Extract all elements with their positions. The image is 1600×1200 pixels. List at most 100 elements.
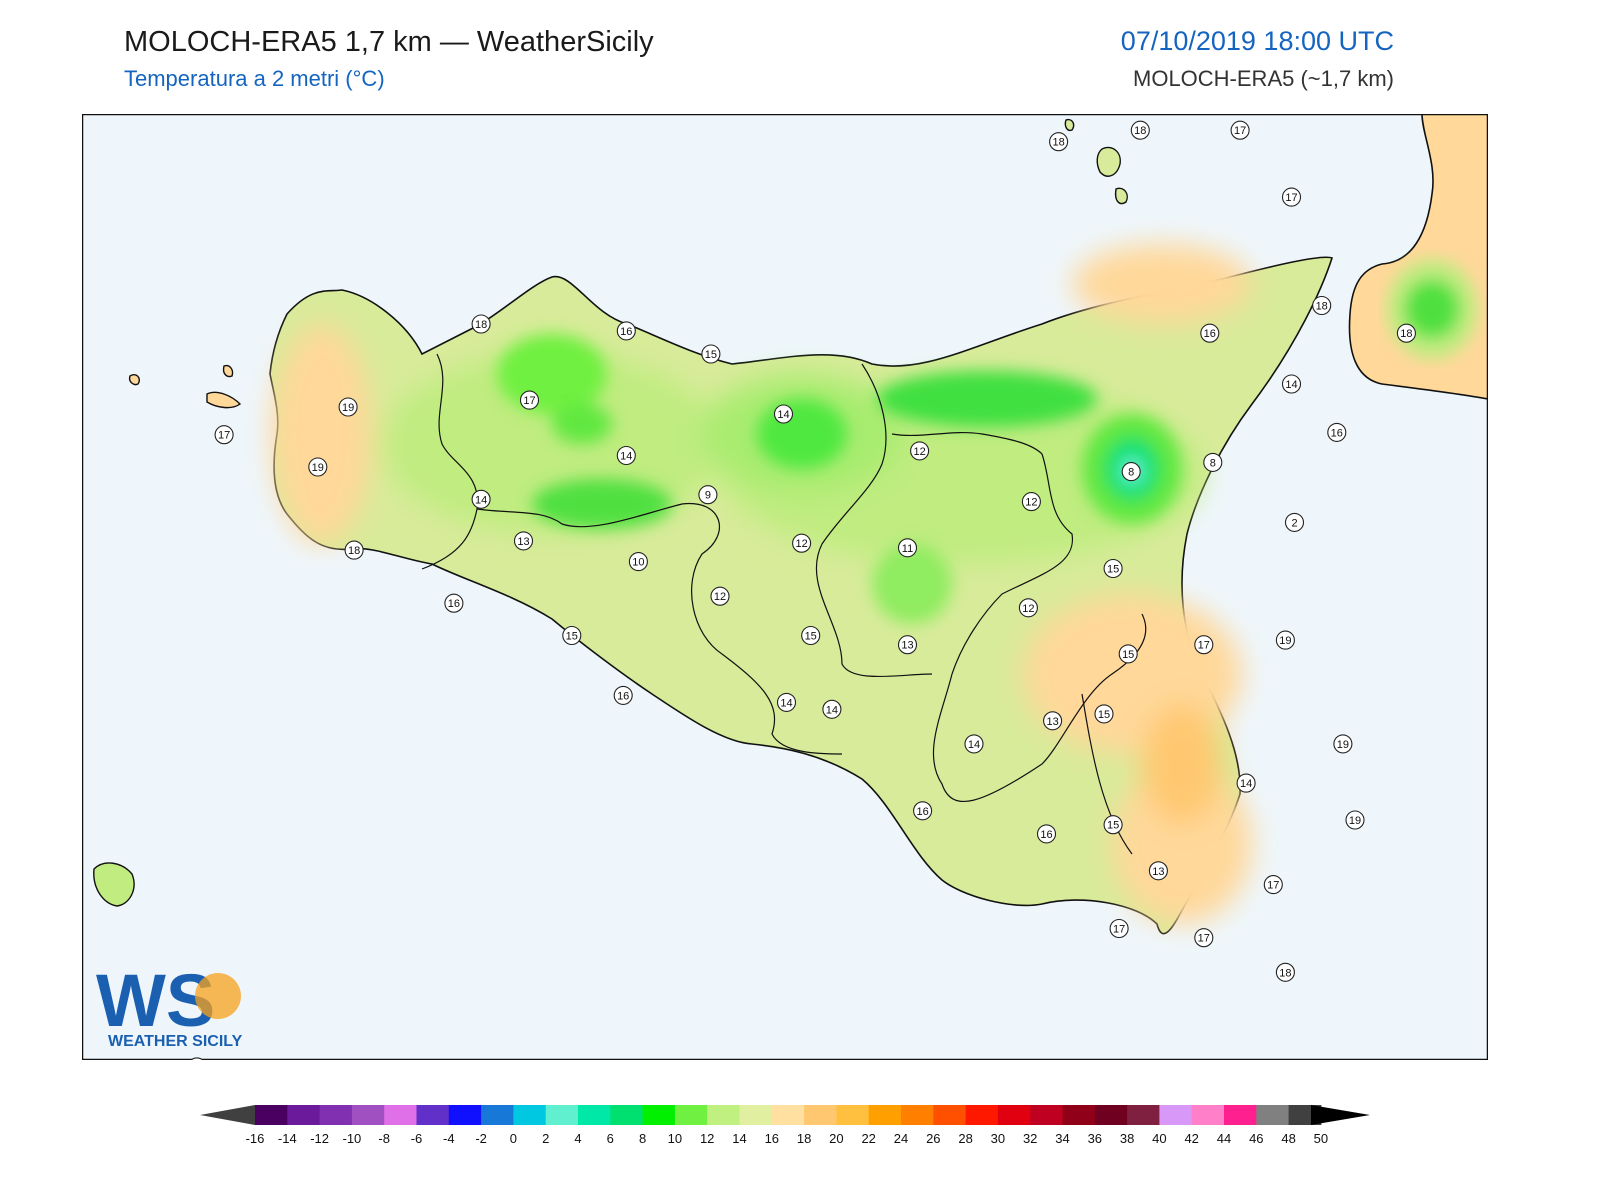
station-marker — [1312, 295, 1332, 316]
colorbar-cell — [836, 1105, 870, 1125]
station-temperature: 18 — [1279, 967, 1291, 979]
station-marker — [1194, 928, 1214, 948]
station-label: 17 — [1194, 928, 1214, 948]
colorbar-cell — [1030, 1105, 1063, 1125]
station-temperature: 18 — [348, 545, 360, 557]
station-marker — [1327, 422, 1347, 442]
station-temperature: 14 — [620, 451, 632, 463]
station-label: 19 — [1345, 810, 1365, 830]
station-marker — [1230, 120, 1250, 140]
colorbar-tick-label: 38 — [1120, 1131, 1134, 1146]
station-label: 14 — [1281, 374, 1302, 394]
station-temperature: 15 — [705, 349, 717, 361]
station-temperature: 16 — [620, 326, 632, 338]
station-label: 14 — [773, 404, 794, 424]
station-label: 19 — [308, 457, 328, 477]
colorbar-cell — [287, 1105, 321, 1125]
station-marker — [616, 445, 636, 466]
colorbar-tick-label: -6 — [411, 1131, 423, 1146]
pantelleria-island — [93, 862, 135, 907]
colorbar-cell — [481, 1105, 514, 1125]
station-marker — [964, 734, 984, 754]
station-marker — [613, 685, 633, 705]
station-label: 12 — [1018, 598, 1038, 618]
station-label: 14 — [964, 734, 984, 754]
station-temperature: 16 — [1331, 427, 1343, 439]
colorbar-tick-label: 14 — [732, 1131, 746, 1146]
colorbar-tick-label: 26 — [926, 1131, 940, 1146]
colorbar-tick-label: 2 — [542, 1131, 549, 1146]
station-marker — [1275, 630, 1295, 650]
colorbar-tick-label: 50 — [1314, 1131, 1328, 1146]
colorbar-tick-label: 48 — [1281, 1131, 1295, 1146]
station-temperature: 12 — [1022, 603, 1034, 615]
colorbar-tick-label: 20 — [829, 1131, 843, 1146]
aeolian-islands — [1064, 118, 1128, 205]
station-marker — [773, 404, 794, 424]
colorbar-tick-label: 36 — [1088, 1131, 1102, 1146]
station-marker — [1200, 323, 1220, 343]
colorbar-labels: -16 -14 -12 -10 -8 -6 -4 -2 0 2 4 6 8 10 12 14 16 18 20 22 2… — [246, 1131, 1329, 1146]
station-marker — [1036, 824, 1057, 844]
station-marker — [444, 593, 464, 613]
station-marker — [1281, 187, 1302, 207]
station-temperature: 17 — [218, 430, 230, 442]
colorbar-cell — [771, 1105, 805, 1125]
colorbar-cell — [416, 1105, 450, 1125]
station-labels: 18 16 15 17 19 17 19 14 14 14 9 13 12 10 18 12 16 15 12 11 1… — [190, 120, 1416, 1060]
colorbar-tick-label: 8 — [639, 1131, 646, 1146]
station-marker — [897, 538, 918, 558]
station-marker — [513, 531, 534, 551]
station-label: 14 — [616, 445, 636, 466]
station-marker — [1345, 810, 1365, 830]
station-temperature: 12 — [795, 538, 807, 550]
colorbar-cell — [1256, 1105, 1290, 1125]
station-marker — [701, 344, 721, 364]
colorbar-tick-label: 28 — [958, 1131, 972, 1146]
colorbar-cell — [1159, 1105, 1193, 1125]
colorbar-tick-label: 18 — [797, 1131, 811, 1146]
station-temperature: 14 — [1285, 379, 1297, 391]
station-marker — [1284, 512, 1305, 532]
logo-letters: WS — [96, 959, 215, 1042]
station-temperature: 15 — [566, 631, 578, 643]
station-label: 14 — [776, 692, 797, 712]
station-label: 17 — [1194, 635, 1214, 655]
station-label: 17 — [519, 390, 540, 410]
colorbar-cell — [901, 1105, 934, 1125]
station-marker — [1049, 132, 1069, 152]
logo-sun-icon — [195, 973, 241, 1019]
station-label: 15 — [1094, 704, 1114, 724]
station-temperature: 18 — [1134, 125, 1146, 137]
station-temperature: 8 — [1128, 467, 1134, 479]
station-label: 14 — [471, 489, 491, 509]
colorbar-tick-label: 32 — [1023, 1131, 1037, 1146]
station-label: 19 — [1333, 734, 1353, 754]
station-label: 17 — [214, 425, 234, 445]
colorbar-tick-label: 24 — [894, 1131, 908, 1146]
station-marker — [471, 489, 491, 509]
station-label: 13 — [897, 635, 918, 655]
station-marker — [1043, 711, 1063, 731]
colorbar-cells — [255, 1105, 1322, 1125]
station-temperature: 11 — [902, 543, 913, 555]
station-temperature: 17 — [523, 395, 535, 407]
colorbar-tick-label: -10 — [343, 1131, 362, 1146]
colorbar-tick-label: 0 — [510, 1131, 517, 1146]
station-label: 17 — [1230, 120, 1250, 140]
station-marker — [1263, 875, 1283, 895]
station-temperature: 9 — [705, 490, 711, 502]
colorbar-tick-label: 34 — [1055, 1131, 1069, 1146]
colorbar-tick-label: 16 — [765, 1131, 779, 1146]
colorbar-cell — [804, 1105, 837, 1125]
station-marker — [776, 692, 797, 712]
weathersicily-logo: WS WEATHER SICILY — [96, 959, 243, 1050]
colorbar-cell — [255, 1105, 288, 1125]
colorbar-tick-label: 12 — [700, 1131, 714, 1146]
colorbar-tick-label: 22 — [861, 1131, 875, 1146]
station-temperature: 12 — [913, 446, 925, 458]
colorbar-tick-label: 6 — [607, 1131, 614, 1146]
station-temperature: 14 — [968, 739, 980, 751]
colorbar-tick-label: -12 — [310, 1131, 329, 1146]
station-temperature: 15 — [1107, 564, 1119, 576]
